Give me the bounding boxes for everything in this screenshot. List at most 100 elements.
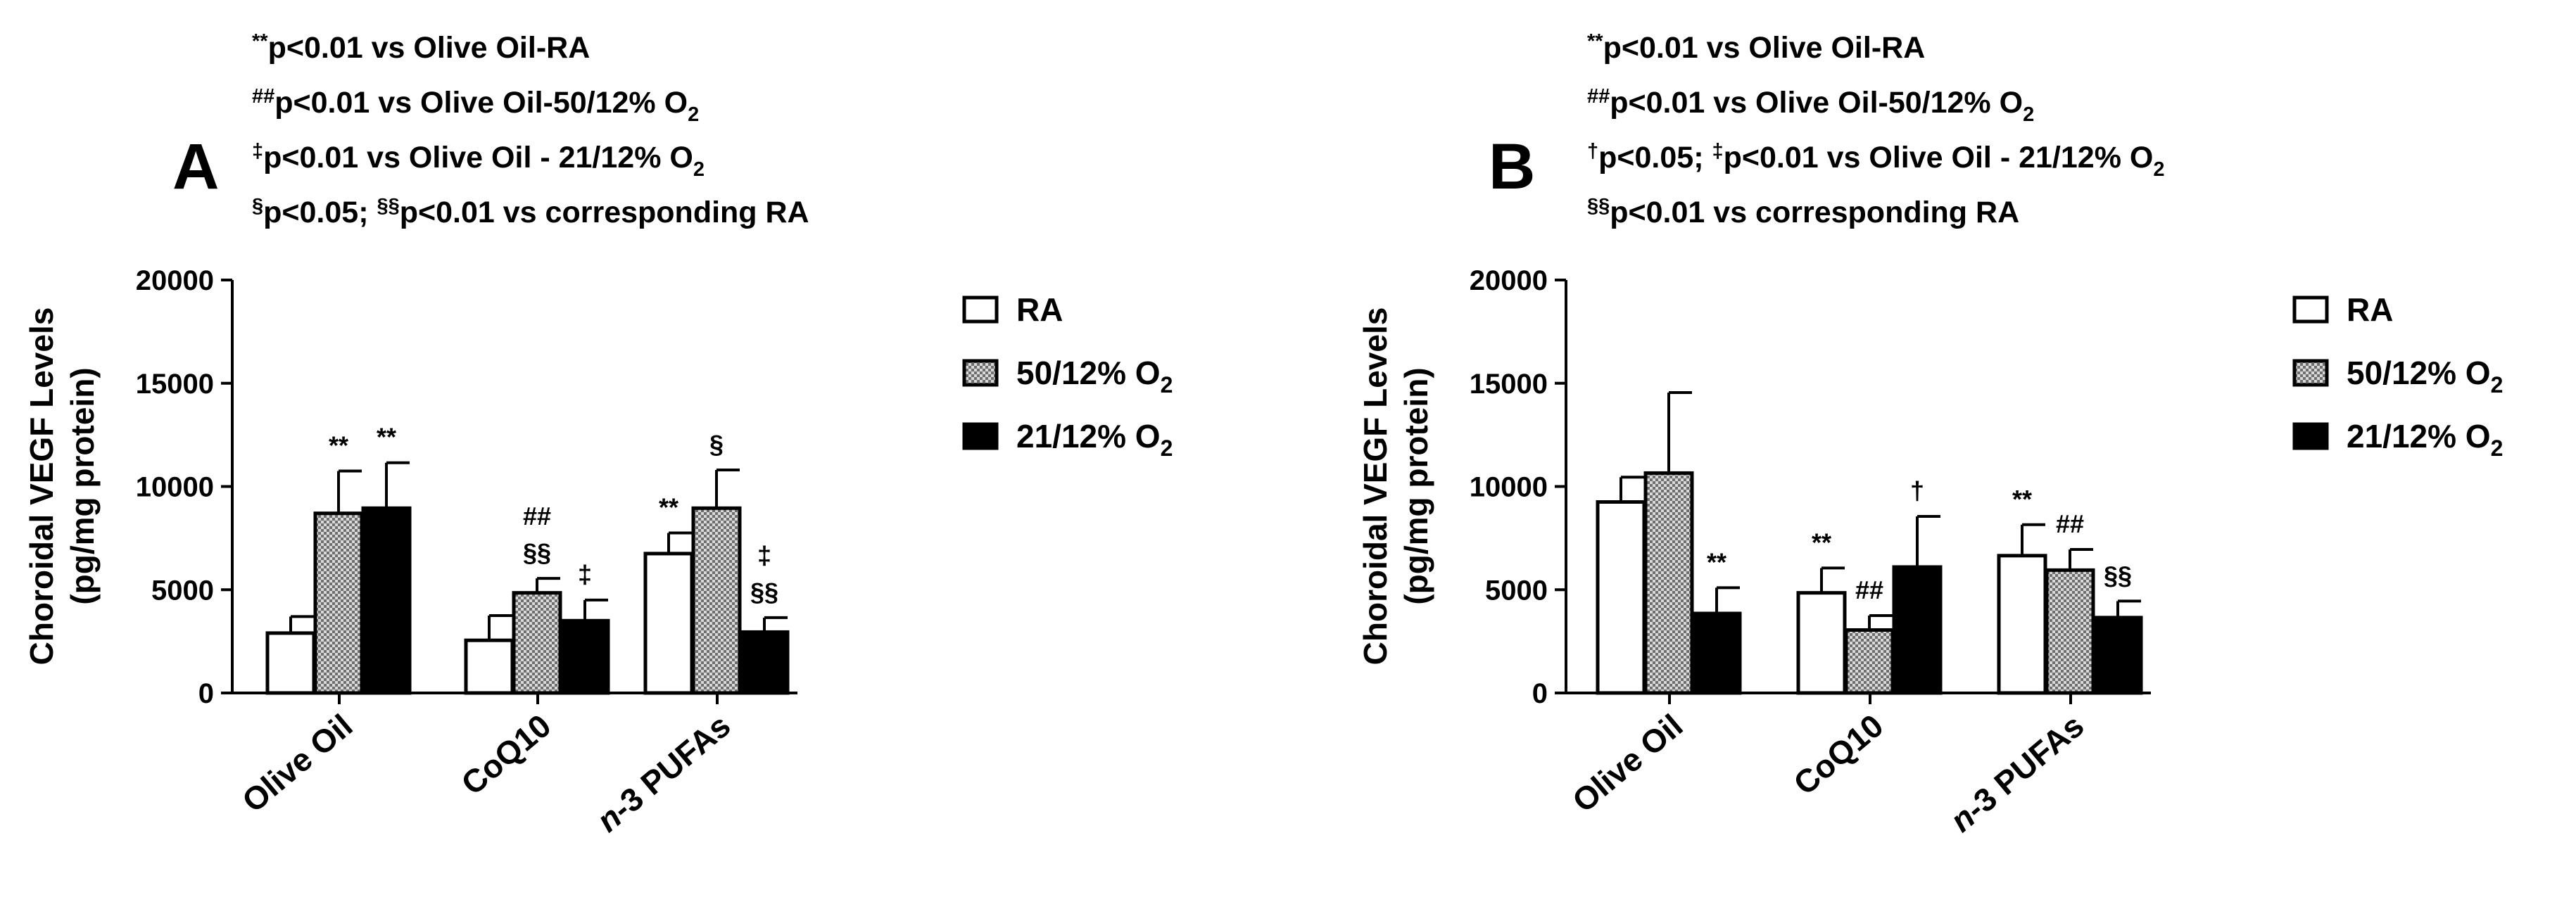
legend-label: 50/12% O2	[2347, 355, 2503, 397]
significance-marker: §§	[523, 538, 551, 567]
significance-marker: **	[377, 423, 396, 452]
significance-marker: §§	[2104, 561, 2132, 590]
category-label: CoQ10	[454, 707, 557, 802]
y-tick-label: 15000	[1470, 369, 1548, 400]
bar	[691, 506, 742, 695]
bar	[2092, 616, 2143, 695]
y-axis-label: Choroidal VEGF Levels	[1357, 307, 1394, 666]
category-label: CoQ10	[1786, 707, 1890, 802]
significance-note: §§p<0.01 vs corresponding RA	[1587, 195, 2019, 229]
legend-label-sub: 2	[2491, 435, 2504, 461]
significance-marker: **	[329, 431, 348, 459]
footnote-run: p<0.05;	[263, 196, 377, 229]
y-tick-label: 5000	[151, 575, 214, 606]
legend-label: RA	[1016, 291, 1063, 328]
footnote-run: p<0.01 vs Olive Oil - 21/12% O	[263, 141, 693, 174]
footnote-run: p<0.01 vs corresponding RA	[1610, 196, 2019, 229]
significance-marker: ##	[2056, 509, 2084, 538]
legend-label-text: 21/12% O	[1016, 418, 1161, 454]
legend-label: RA	[2347, 291, 2393, 328]
legend-swatch	[2292, 422, 2329, 450]
legend-label-text: 50/12% O	[2347, 355, 2491, 391]
legend-label-sub: 2	[2491, 372, 2504, 397]
footnote-run: §§	[1587, 195, 1610, 217]
bar	[1596, 500, 1646, 695]
footnote-run: †	[1587, 140, 1598, 163]
bar	[739, 630, 790, 695]
significance-marker: §	[709, 430, 724, 459]
y-axis-unit: (pg/mg protein)	[1398, 367, 1434, 604]
legend: RA 50/12% O2 21/12% O2	[962, 291, 1173, 461]
legend-swatch	[2292, 295, 2329, 324]
y-tick-label: 5000	[1485, 575, 1548, 606]
significance-marker: ##	[1855, 575, 1883, 604]
footnote-run: **	[252, 30, 268, 53]
legend-label-text: 21/12% O	[2347, 418, 2491, 454]
legend-swatch	[962, 422, 999, 450]
bar	[1643, 471, 1694, 695]
significance-marker: ‡	[757, 541, 771, 570]
category-label: Olive Oil	[235, 707, 359, 820]
y-tick-label: 10000	[136, 472, 214, 503]
bar	[560, 618, 610, 695]
bar	[1796, 591, 1847, 695]
category-rest: -3 PUFAs	[1958, 707, 2090, 827]
significance-marker: **	[2012, 485, 2032, 514]
footnote-run: p<0.01 vs Olive Oil - 21/12% O	[1724, 141, 2154, 174]
footnote-run: 2	[688, 103, 699, 126]
y-axis-label: Choroidal VEGF Levels	[23, 307, 60, 666]
bar	[1892, 565, 1943, 695]
y-axis-unit: (pg/mg protein)	[64, 367, 101, 604]
footnote-run: ##	[252, 85, 274, 108]
bar	[1691, 611, 1742, 695]
panel-letter: B	[1489, 131, 1535, 203]
y-tick-label: 0	[1532, 678, 1548, 709]
significance-note: ‡p<0.01 vs Olive Oil - 21/12% O2	[252, 140, 705, 181]
footnote-run: ‡	[252, 140, 263, 163]
legend-label: 50/12% O2	[1016, 355, 1173, 397]
footnote-run: §§	[377, 195, 399, 217]
significance-marker: **	[659, 493, 678, 522]
y-tick-label: 0	[198, 678, 214, 709]
bar	[2045, 568, 2095, 695]
significance-notes: **p<0.01 vs Olive Oil-RA ## p<0.01 vs Oliv…	[252, 30, 809, 229]
significance-marker: **	[1812, 528, 1831, 556]
legend-label-sub: 2	[1161, 372, 1173, 397]
legend-label-text: 50/12% O	[1016, 355, 1161, 391]
panel-a: A**p<0.01 vs Olive Oil-RA##p<0.01 vs Oli…	[23, 30, 1173, 839]
significance-marker: ##	[523, 502, 551, 530]
y-tick-label: 15000	[136, 369, 214, 400]
panel-letter: A	[172, 131, 219, 203]
y-tick-label: 10000	[1470, 472, 1548, 503]
footnote-run: p<0.01 vs Olive Oil-RA	[268, 31, 591, 65]
bar	[1844, 628, 1895, 695]
significance-note: **p<0.01 vs Olive Oil-RA	[252, 30, 590, 65]
bar	[361, 506, 412, 695]
bar	[1997, 554, 2047, 695]
legend-label-text: RA	[2347, 291, 2393, 328]
panel-b: B**p<0.01 vs Olive Oil-RA##p<0.01 vs Oli…	[1357, 30, 2503, 839]
legend-label: 21/12% O2	[2347, 418, 2503, 461]
footnote-run: 2	[2023, 103, 2034, 126]
footnote-run: 2	[693, 158, 705, 181]
significance-marker: ‡	[578, 560, 592, 589]
legend-label-text: RA	[1016, 291, 1063, 328]
category-label: n-3 PUFAs	[590, 707, 738, 839]
footnote-run: p<0.01 vs corresponding RA	[400, 196, 809, 229]
bar	[512, 591, 562, 695]
footnote-run: **	[1587, 30, 1603, 53]
footnote-run: p<0.01 vs Olive Oil-RA	[1603, 31, 1926, 65]
footnote-run: ‡	[1712, 140, 1723, 163]
significance-notes: **p<0.01 vs Olive Oil-RA ## p<0.01 vs Oliv…	[1587, 30, 2164, 229]
y-tick-label: 20000	[136, 265, 214, 296]
footnote-run: §	[252, 195, 263, 217]
footnote-run: p<0.05;	[1598, 141, 1712, 174]
footnote-run: ##	[1587, 85, 1610, 108]
legend-swatch	[962, 295, 999, 324]
bar	[265, 631, 316, 695]
significance-note: †p<0.05; ‡p<0.01 vs Olive Oil - 21/12% O…	[1587, 140, 2164, 181]
bar	[313, 511, 364, 695]
bar	[643, 552, 694, 695]
category-label: Olive Oil	[1565, 707, 1689, 820]
